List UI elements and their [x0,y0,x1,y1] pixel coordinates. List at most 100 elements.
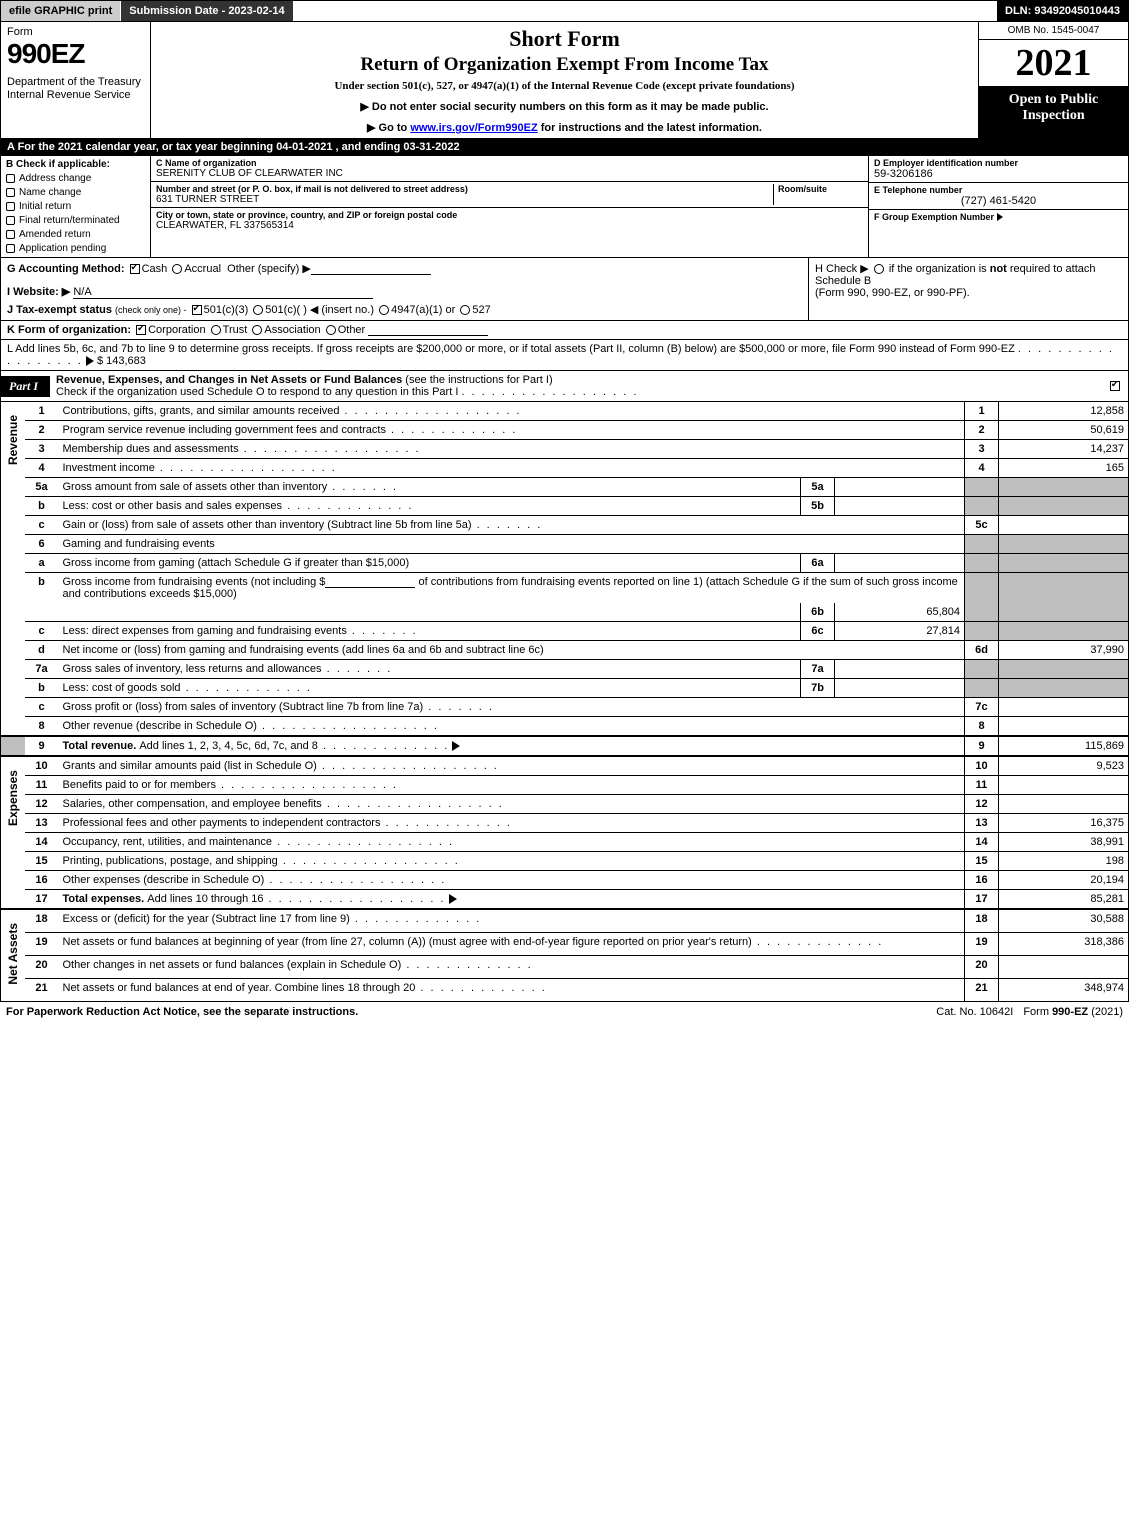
ln-21-val: 348,974 [999,978,1129,1001]
ln-1-desc: Contributions, gifts, grants, and simila… [59,402,965,421]
ln-17-val: 85,281 [999,890,1129,910]
other-specify-line[interactable] [311,264,431,275]
paperwork-notice: For Paperwork Reduction Act Notice, see … [6,1006,926,1018]
open-public-badge: Open to Public Inspection [979,86,1128,138]
ln-14-desc: Occupancy, rent, utilities, and maintena… [59,833,965,852]
form-header: Form 990EZ Department of the Treasury In… [0,22,1129,139]
ln-6c-val: 27,814 [835,622,965,641]
ln-18-val: 30,588 [999,909,1129,932]
ssn-warning: ▶ Do not enter social security numbers o… [159,100,970,113]
ln-13-desc: Professional fees and other payments to … [59,814,965,833]
part1-checkline: Check if the organization used Schedule … [56,386,458,398]
b-opt-final[interactable]: Final return/terminated [6,215,145,226]
part1-end-check [1108,380,1128,392]
k-trust-radio[interactable] [211,325,221,335]
ln-6c-desc: Less: direct expenses from gaming and fu… [59,622,801,641]
k-other-radio[interactable] [326,325,336,335]
g-row: G Accounting Method: Cash Accrual Other … [1,258,808,320]
ln-5b-desc: Less: cost or other basis and sales expe… [59,497,801,516]
netassets-sidebar: Net Assets [1,909,25,1001]
group-exempt-cell: F Group Exemption Number [869,210,1128,257]
ln-4-desc: Investment income [59,459,965,478]
org-name-cell: C Name of organization SERENITY CLUB OF … [151,156,868,182]
ln-9-desc: Total revenue. Add lines 1, 2, 3, 4, 5c,… [59,736,965,756]
ln-3-desc: Membership dues and assessments [59,440,965,459]
b-opt-amended[interactable]: Amended return [6,229,145,240]
h-row: H Check ▶ if the organization is not req… [808,258,1128,320]
form-code: 990EZ [7,38,144,70]
city-cell: City or town, state or province, country… [151,208,868,233]
page-footer: For Paperwork Reduction Act Notice, see … [0,1002,1129,1022]
h-text3: (Form 990, 990-EZ, or 990-PF). [815,287,970,299]
ln-5a-mid [835,478,965,497]
ln-7c-desc: Gross profit or (loss) from sales of inv… [59,698,965,717]
city-value: CLEARWATER, FL 337565314 [156,220,863,231]
top-bar: efile GRAPHIC print Submission Date - 20… [0,0,1129,22]
ln-6-desc: Gaming and fundraising events [59,535,965,554]
j-4947-radio[interactable] [379,305,389,315]
ln-1-rn: 1 [965,402,999,421]
k-other-line[interactable] [368,325,488,336]
contrib-blank[interactable] [325,577,415,588]
part1-table: Revenue 1 Contributions, gifts, grants, … [0,402,1129,1002]
part1-title: Revenue, Expenses, and Changes in Net As… [50,371,1108,401]
ln-18-desc: Excess or (deficit) for the year (Subtra… [59,909,965,932]
j-label: J Tax-exempt status [7,304,112,316]
b-opt-initial[interactable]: Initial return [6,201,145,212]
goto-post: for instructions and the latest informat… [538,122,762,134]
expenses-sidebar: Expenses [1,756,25,909]
g-label: G Accounting Method: [7,263,125,275]
row-k: K Form of organization: Corporation Trus… [0,321,1129,340]
submission-date: Submission Date - 2023-02-14 [121,1,293,21]
triangle-right-icon [997,213,1003,221]
checkbox-icon [6,188,15,197]
checkbox-icon [6,244,15,253]
j-501c-radio[interactable] [253,305,263,315]
schedule-o-checkbox[interactable] [1110,381,1120,391]
j-527-radio[interactable] [460,305,470,315]
cash-checkbox[interactable] [130,264,140,274]
header-mid: Short Form Return of Organization Exempt… [151,22,978,138]
i-label: I Website: ▶ [7,286,70,298]
revenue-sidebar: Revenue [1,402,25,736]
ln-2-desc: Program service revenue including govern… [59,421,965,440]
k-corp-check[interactable] [136,325,146,335]
triangle-right-icon [86,356,94,366]
b-opt-address[interactable]: Address change [6,173,145,184]
ln-6b-desc1: Gross income from fundraising events (no… [59,573,965,604]
checkbox-icon [6,216,15,225]
row-a-period: A For the 2021 calendar year, or tax yea… [0,139,1129,156]
ln-20-desc: Other changes in net assets or fund bala… [59,955,965,978]
b-opt-name[interactable]: Name change [6,187,145,198]
j-501c3-check[interactable] [192,305,202,315]
main-title: Return of Organization Exempt From Incom… [159,54,970,76]
part1-header: Part I Revenue, Expenses, and Changes in… [0,371,1129,402]
ln-6a-desc: Gross income from gaming (attach Schedul… [59,554,801,573]
ln-7b-desc: Less: cost of goods sold [59,679,801,698]
ein-value: 59-3206186 [874,168,1123,180]
h-checkbox[interactable] [874,264,884,274]
phone-label: E Telephone number [874,185,1123,195]
irs-link[interactable]: www.irs.gov/Form990EZ [410,122,537,134]
b-opt-pending[interactable]: Application pending [6,243,145,254]
column-c: C Name of organization SERENITY CLUB OF … [151,156,868,257]
ln-13-val: 16,375 [999,814,1129,833]
ln-5a-desc: Gross amount from sale of assets other t… [59,478,801,497]
ln-5c-desc: Gain or (loss) from sale of assets other… [59,516,965,535]
ln-21-desc: Net assets or fund balances at end of ye… [59,978,965,1001]
ln-7a-desc: Gross sales of inventory, less returns a… [59,660,801,679]
ln-1-val: 12,858 [999,402,1129,421]
group-label: F Group Exemption Number [874,212,994,222]
k-assoc-radio[interactable] [252,325,262,335]
goto-note: ▶ Go to www.irs.gov/Form990EZ for instru… [159,121,970,134]
accrual-radio[interactable] [172,264,182,274]
addr-value: 631 TURNER STREET [156,194,773,205]
section-gh: G Accounting Method: Cash Accrual Other … [0,258,1129,321]
form-label: Form [7,26,144,38]
addr-label: Number and street (or P. O. box, if mail… [156,184,773,194]
header-left: Form 990EZ Department of the Treasury In… [1,22,151,138]
phone-value: (727) 461-5420 [874,195,1123,207]
ln-6b-val: 65,804 [835,603,965,622]
checkbox-icon [6,174,15,183]
ln-6d-val: 37,990 [999,641,1129,660]
